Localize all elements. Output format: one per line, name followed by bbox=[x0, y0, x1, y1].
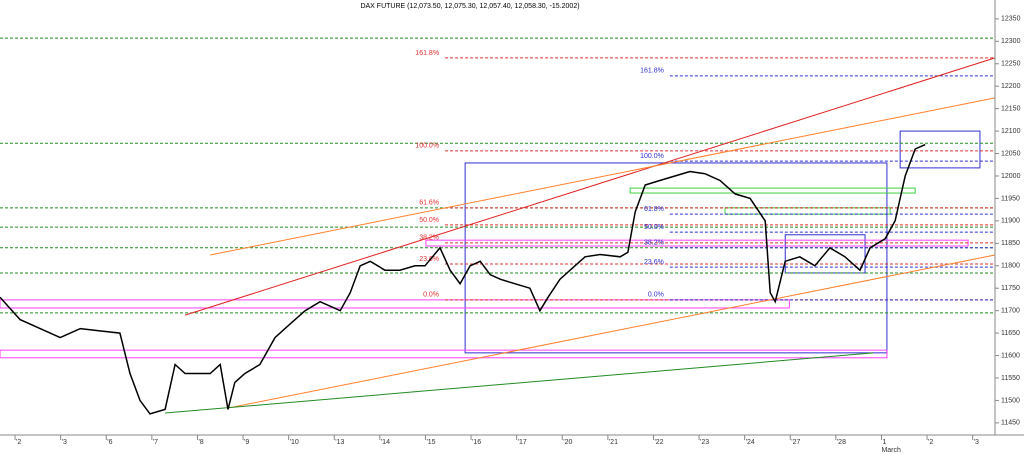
trendline bbox=[227, 254, 996, 409]
x-tick-label: '24 bbox=[746, 439, 755, 446]
fib-label: 161.8% bbox=[415, 50, 439, 57]
drawing-box bbox=[629, 187, 916, 194]
y-tick-label: 12350 bbox=[1001, 16, 1021, 23]
fib-label: 50.0% bbox=[644, 224, 664, 231]
fib-label: 0.0% bbox=[648, 292, 664, 299]
fib-label: 61.6% bbox=[419, 200, 439, 207]
y-tick-label: 11900 bbox=[1001, 218, 1020, 225]
fib-label: 23.6% bbox=[644, 259, 664, 266]
y-tick-label: 11650 bbox=[1001, 330, 1020, 337]
fib-label: 23.6% bbox=[419, 256, 439, 263]
y-tick-label: 11600 bbox=[1001, 352, 1020, 359]
fib-label: 50.0% bbox=[419, 217, 439, 224]
fib-label: 38.2% bbox=[644, 240, 664, 247]
x-tick-label: '2 bbox=[928, 439, 933, 446]
x-tick-label: '6 bbox=[107, 439, 112, 446]
drawing-box bbox=[0, 299, 790, 309]
fib-label: 38.2% bbox=[419, 235, 439, 242]
y-tick-label: 11700 bbox=[1001, 307, 1020, 314]
y-tick-label: 12150 bbox=[1001, 105, 1021, 112]
drawing-box bbox=[464, 162, 888, 354]
y-tick-label: 11850 bbox=[1001, 240, 1020, 247]
chart-title: DAX FUTURE (12,073.50, 12,075.30, 12,057… bbox=[360, 3, 579, 10]
fib-label: 61.8% bbox=[644, 206, 664, 213]
x-tick-label: '2 bbox=[16, 439, 21, 446]
x-tick-label: 1 bbox=[882, 439, 886, 446]
y-tick-label: 11800 bbox=[1001, 263, 1020, 270]
x-tick-label: '10 bbox=[290, 439, 299, 446]
y-tick-label: 11500 bbox=[1001, 397, 1020, 404]
x-tick-label: '13 bbox=[335, 439, 344, 446]
x-tick-label: '21 bbox=[609, 439, 618, 446]
month-label: March bbox=[881, 447, 901, 454]
x-tick-label: '15 bbox=[426, 439, 435, 446]
x-tick-label: '14 bbox=[381, 439, 390, 446]
x-tick-label: '3 bbox=[62, 439, 67, 446]
x-tick-label: '3 bbox=[974, 439, 979, 446]
trendline bbox=[184, 57, 996, 316]
x-tick-label: '27 bbox=[791, 439, 800, 446]
y-tick-label: 11750 bbox=[1001, 285, 1020, 292]
y-tick-label: 11950 bbox=[1001, 195, 1020, 202]
x-tick-label: '22 bbox=[654, 439, 663, 446]
drawing-box bbox=[425, 239, 969, 247]
x-tick-label: '28 bbox=[837, 439, 846, 446]
y-tick-label: 12250 bbox=[1001, 61, 1021, 68]
fib-label: 0.0% bbox=[423, 292, 439, 299]
plot-area: 161.8% 100.0% 61.8% 50.0% 38.2% 23.6% 0.0% 161.… bbox=[0, 37, 996, 415]
y-tick-label: 12200 bbox=[1001, 83, 1021, 90]
x-tick-label: '16 bbox=[472, 439, 481, 446]
y-tick-label: 12000 bbox=[1001, 173, 1021, 180]
trendline bbox=[165, 352, 874, 414]
drawing-box bbox=[899, 130, 981, 169]
fib-label: 100.0% bbox=[415, 143, 439, 150]
x-tick-label: '20 bbox=[563, 439, 572, 446]
trendline bbox=[210, 97, 996, 256]
fib-label: 161.8% bbox=[640, 68, 664, 75]
x-tick-label: '8 bbox=[198, 439, 203, 446]
y-tick-label: 12100 bbox=[1001, 128, 1021, 135]
y-tick-label: 12300 bbox=[1001, 38, 1021, 45]
x-tick-label: '9 bbox=[244, 439, 249, 446]
x-tick-label: '17 bbox=[518, 439, 527, 446]
x-tick-label: '23 bbox=[700, 439, 709, 446]
y-tick-label: 11550 bbox=[1001, 375, 1020, 382]
x-tick-label: '7 bbox=[153, 439, 158, 446]
y-tick-label: 12050 bbox=[1001, 150, 1021, 157]
price-line bbox=[0, 143, 926, 415]
drawing-box bbox=[0, 349, 888, 359]
fib-label: 100.0% bbox=[640, 153, 664, 160]
y-tick-label: 11450 bbox=[1001, 420, 1020, 427]
